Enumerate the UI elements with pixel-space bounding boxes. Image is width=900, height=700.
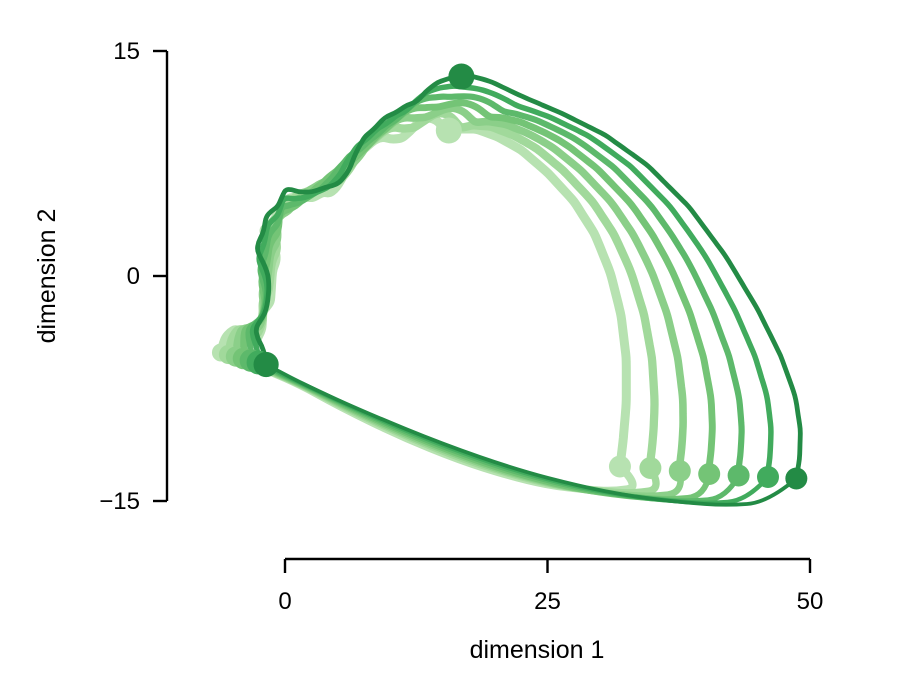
trajectory-series-4 <box>245 93 745 479</box>
trajectory-return-6 <box>264 362 799 507</box>
x-tick-label: 25 <box>534 588 561 615</box>
end-point-0 <box>608 455 631 478</box>
trajectory-series-6 <box>253 73 803 481</box>
trajectory-return-3 <box>240 355 713 502</box>
end-point-3 <box>698 463 721 485</box>
x-tick-label: 50 <box>797 588 824 615</box>
trajectory-return-4 <box>248 357 742 504</box>
y-tick-label: 0 <box>127 263 140 290</box>
trajectory-return-1 <box>224 350 660 497</box>
y-axis-label: dimension 2 <box>33 209 61 344</box>
x-tick-label: 0 <box>278 588 291 615</box>
trajectory-lines <box>216 73 803 507</box>
x-axis: 0 25 50 <box>278 557 824 615</box>
trajectory-return-5 <box>256 360 771 506</box>
end-point-5 <box>757 466 779 488</box>
y-axis: 15 0 −15 <box>99 38 169 515</box>
y-tick-label: −15 <box>99 488 140 515</box>
end-point-1 <box>639 457 662 479</box>
peak-marker-0 <box>448 63 475 90</box>
end-point-2 <box>668 460 691 482</box>
end-point-4 <box>727 464 750 487</box>
start-point-6 <box>253 351 279 378</box>
trajectory-markers <box>211 63 808 490</box>
end-point-6 <box>785 467 808 490</box>
y-tick-label: 15 <box>113 38 140 65</box>
peak-marker-1 <box>435 117 462 144</box>
trajectory-series-5 <box>249 83 774 480</box>
x-axis-label: dimension 1 <box>470 636 605 664</box>
